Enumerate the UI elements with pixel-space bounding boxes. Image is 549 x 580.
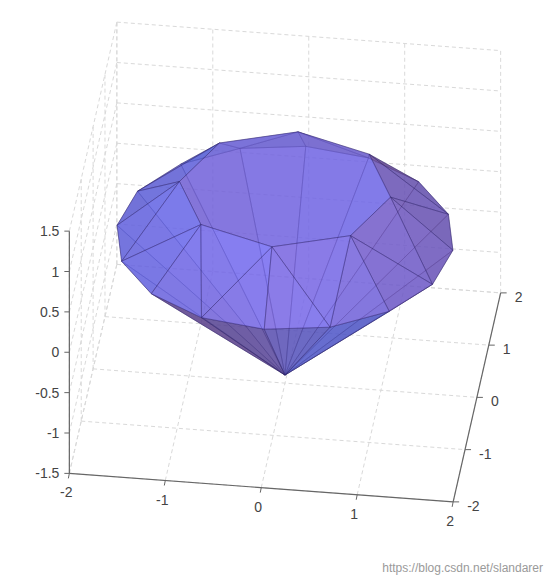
- svg-text:1.5: 1.5: [40, 223, 60, 239]
- svg-text:2: 2: [446, 513, 454, 529]
- svg-text:0: 0: [254, 499, 262, 515]
- svg-text:-2: -2: [60, 484, 73, 500]
- svg-text:0: 0: [52, 344, 60, 360]
- svg-text:2: 2: [515, 289, 523, 305]
- svg-text:-1: -1: [479, 446, 492, 462]
- svg-text:1: 1: [503, 341, 511, 357]
- svg-text:-1: -1: [47, 425, 60, 441]
- svg-text:https://blog.csdn.net/slandare: https://blog.csdn.net/slandarer: [382, 561, 543, 575]
- svg-text:0: 0: [491, 393, 499, 409]
- svg-text:-1: -1: [156, 492, 169, 508]
- svg-text:1: 1: [52, 264, 60, 280]
- svg-text:1: 1: [350, 506, 358, 522]
- svg-text:0.5: 0.5: [40, 304, 60, 320]
- svg-text:-2: -2: [467, 498, 480, 514]
- svg-text:-0.5: -0.5: [35, 385, 59, 401]
- svg-text:-1.5: -1.5: [35, 465, 59, 481]
